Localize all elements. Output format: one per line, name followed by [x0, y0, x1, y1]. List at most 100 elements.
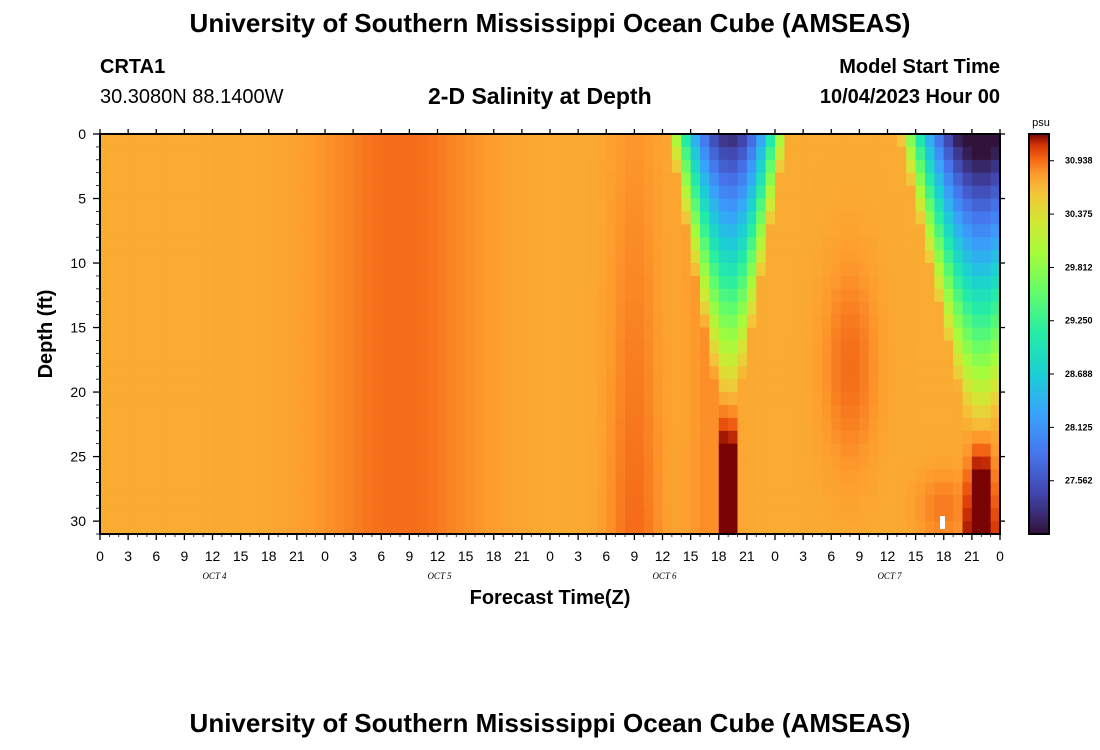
heatmap-cell [606, 159, 617, 174]
heatmap-cell [625, 456, 635, 471]
heatmap-cell [362, 417, 373, 432]
heatmap-cell [775, 185, 785, 200]
heatmap-cell [990, 288, 1000, 303]
heatmap-cell [728, 301, 739, 316]
heatmap-cell [643, 224, 654, 238]
heatmap-cell [390, 366, 401, 380]
heatmap-cell [165, 456, 176, 471]
heatmap-cell [887, 353, 898, 367]
heatmap-cell [596, 379, 607, 393]
heatmap-cell [512, 392, 523, 406]
heatmap-cell [559, 301, 570, 316]
heatmap-cell [287, 263, 298, 277]
heatmap-cell [643, 237, 654, 251]
heatmap-cell [456, 288, 467, 303]
heatmap-cell [559, 430, 570, 445]
heatmap-cell [521, 185, 532, 200]
heatmap-cell [671, 172, 682, 187]
heatmap-cell [437, 250, 448, 264]
heatmap-cell [943, 430, 954, 445]
heatmap-cell [343, 340, 354, 354]
heatmap-cell [803, 172, 814, 187]
heatmap-cell [175, 211, 185, 225]
heatmap-cell [953, 508, 964, 522]
heatmap-cell [953, 366, 964, 380]
heatmap-cell [381, 224, 392, 238]
heatmap-cell [409, 430, 420, 445]
heatmap-cell [793, 366, 804, 380]
heatmap-cell [259, 314, 270, 329]
heatmap-cell [812, 237, 823, 251]
heatmap-cell [887, 198, 898, 213]
heatmap-cell [446, 392, 457, 406]
heatmap-cell [868, 146, 879, 161]
heatmap-cell [137, 443, 148, 458]
heatmap-cell [943, 353, 954, 367]
heatmap-cell [503, 134, 514, 148]
heatmap-cell [146, 224, 157, 238]
heatmap-cell [868, 495, 879, 509]
heatmap-cell [568, 288, 579, 303]
heatmap-cell [831, 482, 842, 496]
heatmap-cell [203, 263, 214, 277]
heatmap-cell [353, 340, 364, 354]
heatmap-cell [268, 211, 279, 225]
heatmap-cell [934, 134, 945, 148]
heatmap-cell [343, 327, 354, 342]
heatmap-cell [109, 353, 120, 367]
heatmap-cell [428, 392, 439, 406]
heatmap-cell [756, 224, 767, 238]
heatmap-cell [981, 263, 992, 277]
heatmap-cell [953, 404, 964, 419]
heatmap-cell [812, 224, 823, 238]
heatmap-cell [100, 263, 110, 277]
heatmap-cell [981, 366, 992, 380]
heatmap-cell [146, 250, 157, 264]
heatmap-cell [400, 275, 410, 290]
heatmap-cell [315, 392, 326, 406]
heatmap-cell [259, 237, 270, 251]
heatmap-cell [221, 327, 232, 342]
heatmap-cell [212, 456, 223, 471]
heatmap-cell [315, 288, 326, 303]
heatmap-cell [728, 134, 739, 148]
heatmap-cell [287, 340, 298, 354]
heatmap-cell [765, 275, 776, 290]
heatmap-cell [493, 521, 504, 534]
heatmap-cell [437, 417, 448, 432]
heatmap-cell [615, 521, 626, 534]
heatmap-cell [662, 134, 673, 148]
heatmap-cell [775, 198, 785, 213]
heatmap-cell [165, 521, 176, 534]
heatmap-cell [362, 172, 373, 187]
heatmap-cell [737, 237, 748, 251]
heatmap-cell [371, 495, 382, 509]
heatmap-cell [728, 224, 739, 238]
heatmap-cell [878, 198, 889, 213]
heatmap-cell [568, 275, 579, 290]
heatmap-cell [550, 340, 560, 354]
heatmap-cell [428, 508, 439, 522]
heatmap-cell [625, 134, 635, 148]
heatmap-cell [390, 430, 401, 445]
heatmap-cell [887, 430, 898, 445]
heatmap-cell [906, 508, 917, 522]
heatmap-cell [193, 288, 204, 303]
heatmap-cell [315, 224, 326, 238]
heatmap-cell [793, 508, 804, 522]
heatmap-cell [381, 366, 392, 380]
heatmap-cell [840, 379, 851, 393]
heatmap-cell [615, 211, 626, 225]
heatmap-cell [962, 211, 973, 225]
heatmap-cell [568, 430, 579, 445]
heatmap-cell [756, 134, 767, 148]
heatmap-cell [728, 417, 739, 432]
heatmap-cell [540, 288, 551, 303]
heatmap-cell [615, 288, 626, 303]
heatmap-cell [446, 211, 457, 225]
heatmap-cell [146, 159, 157, 174]
heatmap-cell [990, 443, 1000, 458]
heatmap-cell [568, 185, 579, 200]
heatmap-cell [981, 172, 992, 187]
heatmap-cell [953, 417, 964, 432]
